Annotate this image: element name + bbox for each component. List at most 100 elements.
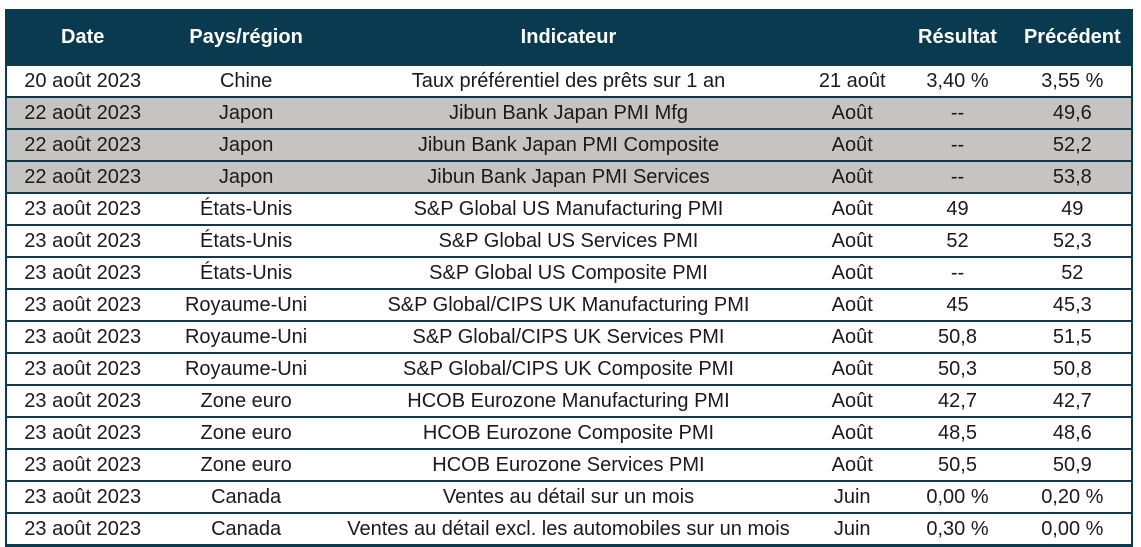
period-cell: Août (803, 96, 902, 129)
indicator-cell: HCOB Eurozone Composite PMI (333, 416, 804, 449)
table-row: 23 août 2023 États-Unis S&P Global US Manu… (6, 192, 1132, 225)
result-cell: 0,00 % (901, 480, 1014, 513)
result-cell: 0,30 % (901, 512, 1014, 546)
date-cell: 23 août 2023 (6, 256, 159, 289)
region-cell: Royaume-Uni (158, 320, 334, 353)
region-cell: Chine (158, 64, 334, 97)
column-header-previous: Précédent (1013, 10, 1132, 65)
table-row: 23 août 2023 Zone euro HCOB Eurozone Servi… (6, 448, 1132, 481)
date-cell: 20 août 2023 (6, 64, 159, 97)
result-cell: 48,5 (901, 416, 1014, 449)
indicator-cell: S&P Global/CIPS UK Composite PMI (333, 352, 804, 385)
column-header-date: Date (6, 10, 159, 65)
result-cell: 50,3 (901, 352, 1014, 385)
result-cell: -- (901, 128, 1014, 161)
result-cell: 50,8 (901, 320, 1014, 353)
previous-cell: 49,6 (1013, 96, 1132, 129)
result-cell: 52 (901, 224, 1014, 257)
indicator-cell: Jibun Bank Japan PMI Services (333, 160, 804, 193)
result-cell: -- (901, 96, 1014, 129)
region-cell: Royaume-Uni (158, 288, 334, 321)
period-cell: Août (803, 224, 902, 257)
column-header-period (803, 10, 902, 65)
table-row: 20 août 2023 Chine Taux préférentiel des p… (6, 64, 1132, 97)
previous-cell: 53,8 (1013, 160, 1132, 193)
period-cell: Août (803, 448, 902, 481)
economic-calendar-table: Date Pays/région Indicateur Résultat Précéde… (5, 9, 1133, 547)
previous-cell: 42,7 (1013, 384, 1132, 417)
previous-cell: 50,8 (1013, 352, 1132, 385)
indicator-cell: S&P Global/CIPS UK Manufacturing PMI (333, 288, 804, 321)
result-cell: 42,7 (901, 384, 1014, 417)
header-row: Date Pays/région Indicateur Résultat Précéde… (6, 10, 1132, 65)
period-cell: Août (803, 192, 902, 225)
result-cell: -- (901, 160, 1014, 193)
table-row: 23 août 2023 États-Unis S&P Global US Serv… (6, 224, 1132, 257)
previous-cell: 0,20 % (1013, 480, 1132, 513)
region-cell: Canada (158, 480, 334, 513)
table-row: 23 août 2023 Royaume-Uni S&P Global/CIPS U… (6, 352, 1132, 385)
indicator-cell: S&P Global US Composite PMI (333, 256, 804, 289)
period-cell: Août (803, 160, 902, 193)
indicator-cell: Taux préférentiel des prêts sur 1 an (333, 64, 804, 97)
table-body: 20 août 2023 Chine Taux préférentiel des p… (6, 64, 1132, 546)
period-cell: Août (803, 416, 902, 449)
column-header-indicator: Indicateur (333, 10, 804, 65)
result-cell: 45 (901, 288, 1014, 321)
indicator-cell: Jibun Bank Japan PMI Mfg (333, 96, 804, 129)
indicator-cell: S&P Global US Manufacturing PMI (333, 192, 804, 225)
region-cell: États-Unis (158, 256, 334, 289)
date-cell: 23 août 2023 (6, 352, 159, 385)
indicator-cell: HCOB Eurozone Services PMI (333, 448, 804, 481)
table-row: 23 août 2023 États-Unis S&P Global US Comp… (6, 256, 1132, 289)
previous-cell: 52,3 (1013, 224, 1132, 257)
result-cell: 49 (901, 192, 1014, 225)
table-row: 23 août 2023 Zone euro HCOB Eurozone Manuf… (6, 384, 1132, 417)
date-cell: 23 août 2023 (6, 288, 159, 321)
table-row: 22 août 2023 Japon Jibun Bank Japan PMI Mf… (6, 96, 1132, 129)
column-header-result: Résultat (901, 10, 1014, 65)
date-cell: 23 août 2023 (6, 224, 159, 257)
table-row: 23 août 2023 Zone euro HCOB Eurozone Compo… (6, 416, 1132, 449)
date-cell: 22 août 2023 (6, 128, 159, 161)
period-cell: Août (803, 288, 902, 321)
date-cell: 23 août 2023 (6, 384, 159, 417)
previous-cell: 3,55 % (1013, 64, 1132, 97)
result-cell: 50,5 (901, 448, 1014, 481)
region-cell: Zone euro (158, 384, 334, 417)
indicator-cell: Ventes au détail excl. les automobiles s… (333, 512, 804, 546)
period-cell: Juin (803, 512, 902, 546)
date-cell: 23 août 2023 (6, 416, 159, 449)
period-cell: Août (803, 352, 902, 385)
table-row: 23 août 2023 Royaume-Uni S&P Global/CIPS U… (6, 320, 1132, 353)
table-row: 22 août 2023 Japon Jibun Bank Japan PMI Co… (6, 128, 1132, 161)
region-cell: Zone euro (158, 448, 334, 481)
indicator-cell: Jibun Bank Japan PMI Composite (333, 128, 804, 161)
region-cell: Japon (158, 96, 334, 129)
previous-cell: 49 (1013, 192, 1132, 225)
region-cell: Canada (158, 512, 334, 546)
date-cell: 22 août 2023 (6, 160, 159, 193)
period-cell: Août (803, 320, 902, 353)
indicator-cell: HCOB Eurozone Manufacturing PMI (333, 384, 804, 417)
previous-cell: 51,5 (1013, 320, 1132, 353)
previous-cell: 0,00 % (1013, 512, 1132, 546)
table-header: Date Pays/région Indicateur Résultat Précéde… (6, 10, 1132, 65)
period-cell: Août (803, 256, 902, 289)
table-row: 23 août 2023 Royaume-Uni S&P Global/CIPS U… (6, 288, 1132, 321)
indicator-cell: Ventes au détail sur un mois (333, 480, 804, 513)
period-cell: Juin (803, 480, 902, 513)
previous-cell: 45,3 (1013, 288, 1132, 321)
previous-cell: 52,2 (1013, 128, 1132, 161)
date-cell: 23 août 2023 (6, 192, 159, 225)
date-cell: 23 août 2023 (6, 512, 159, 546)
column-header-region: Pays/région (158, 10, 334, 65)
result-cell: 3,40 % (901, 64, 1014, 97)
table-row: 23 août 2023 Canada Ventes au détail sur u… (6, 480, 1132, 513)
table-row: 22 août 2023 Japon Jibun Bank Japan PMI Se… (6, 160, 1132, 193)
indicator-cell: S&P Global US Services PMI (333, 224, 804, 257)
date-cell: 23 août 2023 (6, 448, 159, 481)
date-cell: 23 août 2023 (6, 320, 159, 353)
region-cell: Japon (158, 128, 334, 161)
period-cell: 21 août (803, 64, 902, 97)
